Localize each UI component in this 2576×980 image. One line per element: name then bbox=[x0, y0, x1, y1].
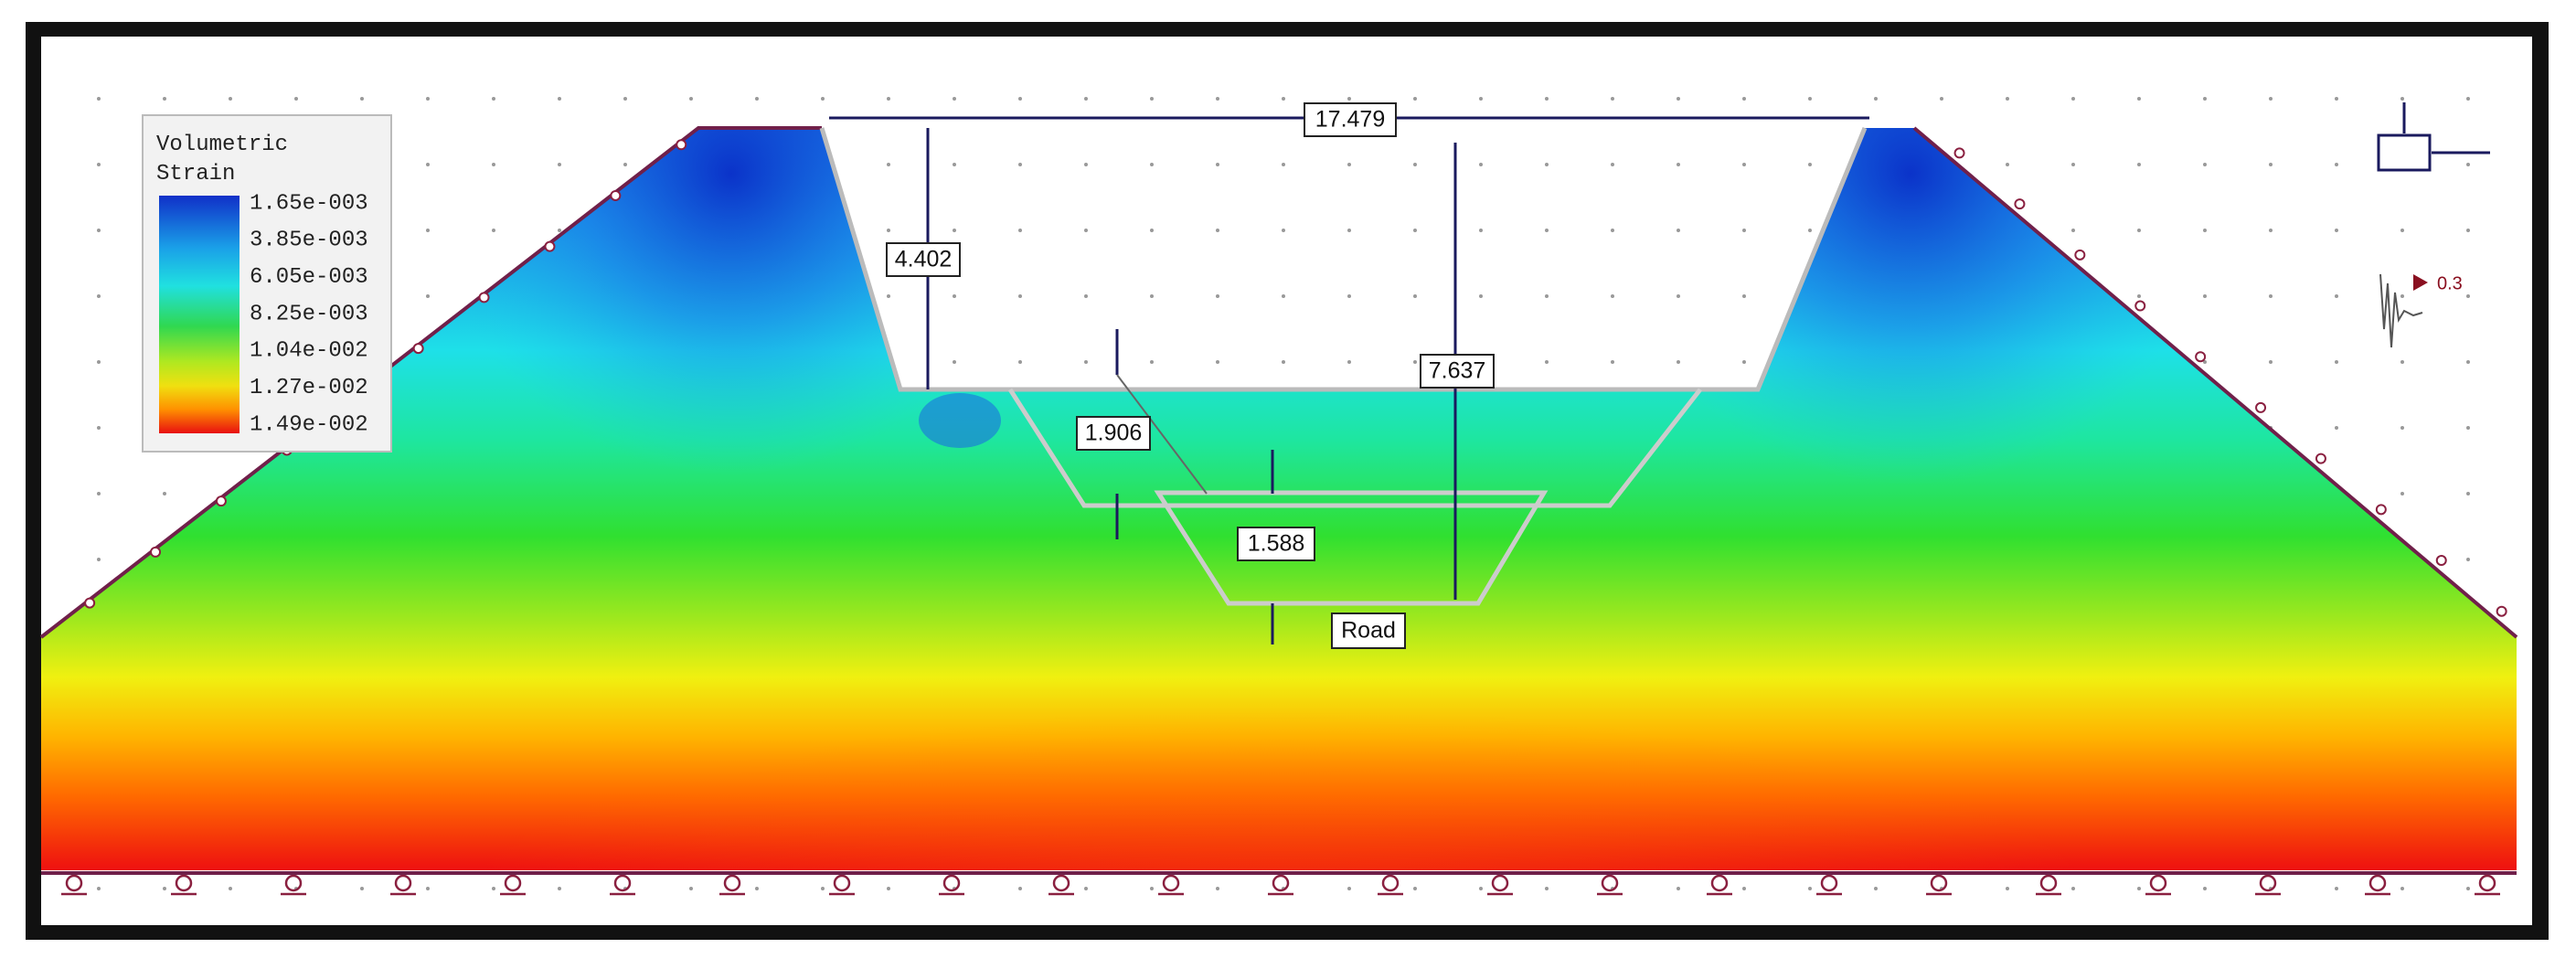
dim-label: 1.588 bbox=[1248, 531, 1305, 557]
pin bbox=[478, 292, 490, 304]
legend-label: 1.65e-003 bbox=[250, 191, 368, 216]
road-outline bbox=[1154, 490, 1549, 606]
pin bbox=[150, 546, 162, 558]
pin bbox=[2315, 453, 2326, 464]
road-label: Road bbox=[1341, 618, 1396, 644]
cut-outline bbox=[819, 127, 1868, 392]
seismic-label: 0.3 bbox=[2437, 273, 2463, 293]
pin bbox=[2496, 605, 2507, 617]
roller bbox=[2039, 874, 2058, 892]
legend-title: Volumetric bbox=[156, 133, 288, 157]
pin bbox=[676, 139, 687, 151]
pin bbox=[84, 597, 96, 609]
legend-label: 6.05e-003 bbox=[250, 265, 368, 290]
roller bbox=[1381, 874, 1400, 892]
legend-label: 1.27e-002 bbox=[250, 376, 368, 400]
pin bbox=[2255, 401, 2267, 413]
dim-box bbox=[1420, 354, 1495, 389]
roller bbox=[1052, 874, 1070, 892]
legend-label: 1.49e-002 bbox=[250, 412, 368, 437]
dim-label: 17.479 bbox=[1315, 107, 1385, 133]
dim-label: 1.906 bbox=[1085, 421, 1143, 446]
roller bbox=[1930, 874, 1948, 892]
roller bbox=[1162, 874, 1180, 892]
load-icon bbox=[2377, 133, 2432, 172]
dim-label: 4.402 bbox=[895, 247, 953, 272]
roller bbox=[2368, 874, 2387, 892]
roller bbox=[833, 874, 851, 892]
pin bbox=[2014, 198, 2026, 210]
roller bbox=[942, 874, 961, 892]
roller bbox=[613, 874, 632, 892]
trench-outline bbox=[1007, 388, 1702, 508]
dim-box bbox=[886, 242, 961, 277]
roller bbox=[284, 874, 303, 892]
roller bbox=[2478, 874, 2496, 892]
legend-label: 3.85e-003 bbox=[250, 229, 368, 253]
roller bbox=[1272, 874, 1290, 892]
slope-right bbox=[1912, 126, 2518, 639]
roller bbox=[65, 874, 83, 892]
roller bbox=[2259, 874, 2277, 892]
roller bbox=[504, 874, 522, 892]
slope-left bbox=[39, 126, 822, 639]
road-box bbox=[1331, 612, 1406, 649]
seismic-icon bbox=[2379, 273, 2423, 348]
pin bbox=[2074, 249, 2086, 261]
pin bbox=[544, 240, 556, 252]
legend-title: Strain bbox=[156, 162, 235, 186]
roller bbox=[175, 874, 193, 892]
pin bbox=[2134, 300, 2146, 312]
dim-box bbox=[1304, 102, 1397, 137]
roller bbox=[1601, 874, 1619, 892]
pin bbox=[2435, 555, 2447, 567]
leader bbox=[1116, 374, 1208, 495]
dim-box bbox=[1076, 416, 1151, 451]
legend: Volumetric Strain 1.65e-003 3.85e-003 6.05… bbox=[142, 114, 392, 453]
dim-box bbox=[1237, 527, 1315, 561]
dim-label: 7.637 bbox=[1429, 358, 1486, 384]
roller bbox=[1491, 874, 1509, 892]
legend-label: 8.25e-003 bbox=[250, 302, 368, 326]
supports bbox=[61, 139, 2507, 896]
pin bbox=[412, 343, 424, 355]
roller bbox=[394, 874, 412, 892]
roller bbox=[1710, 874, 1729, 892]
roller bbox=[1820, 874, 1838, 892]
pin bbox=[2195, 351, 2207, 363]
roller bbox=[723, 874, 741, 892]
pin bbox=[610, 189, 622, 201]
legend-label: 1.04e-002 bbox=[250, 339, 368, 364]
seismic-arrow bbox=[2413, 274, 2428, 291]
pin bbox=[215, 495, 227, 507]
roller bbox=[2149, 874, 2167, 892]
pin bbox=[1953, 147, 1965, 159]
legend-colorbar bbox=[159, 196, 240, 433]
pin bbox=[2375, 504, 2387, 516]
